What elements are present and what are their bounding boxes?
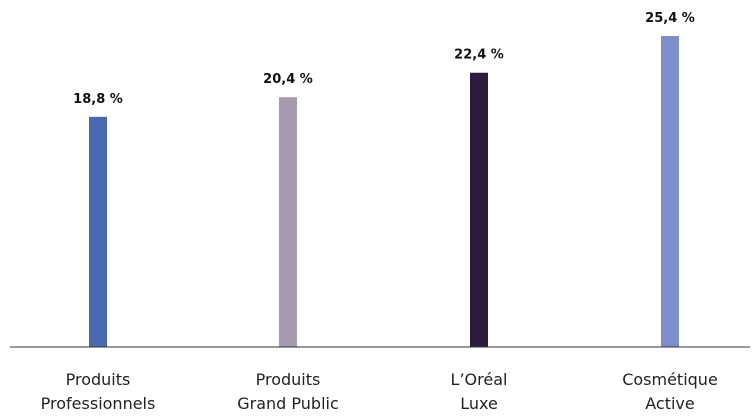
category-label-1-line-2: Professionnels [41,394,156,413]
category-label-4-line-2: Active [645,394,695,413]
category-label-2-line-1: Produits [256,370,321,389]
category-label-1-line-1: Produits [66,370,131,389]
category-label-4-line-1: Cosmétique [622,370,718,389]
category-labels-group: Produits Professionnels Produits Grand Publ… [41,370,718,413]
value-labels-group: 18,8 % 20,4 % 22,4 % 25,4 % [73,11,695,107]
category-label-3-line-2: Luxe [460,394,498,413]
category-label-3-line-1: L’Oréal [451,370,508,389]
value-label-1: 18,8 % [73,92,123,107]
bar-2 [279,97,297,347]
category-label-2-line-2: Grand Public [237,394,339,413]
bar-1 [89,116,107,347]
value-label-2: 20,4 % [263,72,313,87]
value-label-3: 22,4 % [454,48,504,63]
bar-3 [470,72,488,347]
value-label-4: 25,4 % [645,11,695,26]
bar-4 [661,36,679,347]
bars-group [89,36,679,347]
